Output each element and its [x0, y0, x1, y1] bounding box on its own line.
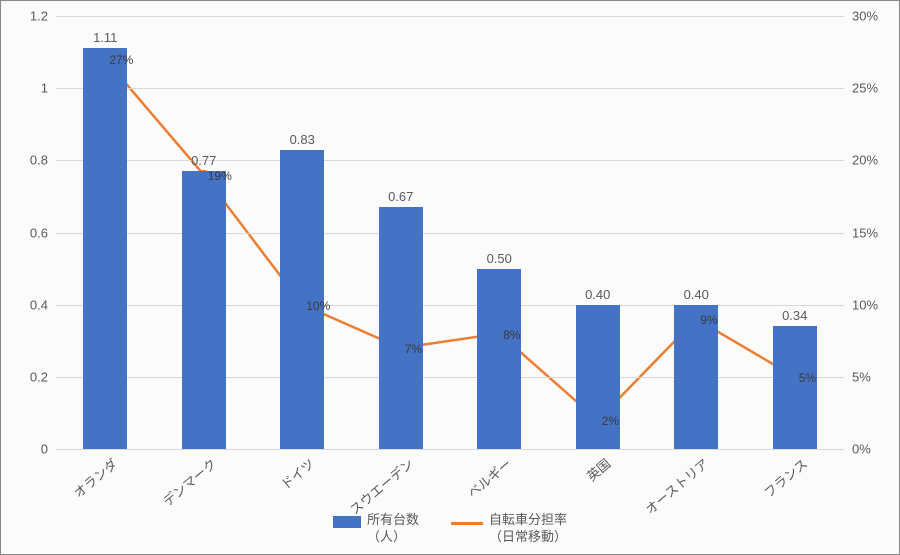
line-value-label: 7%	[405, 342, 422, 356]
x-axis-label: オランダ	[65, 449, 121, 502]
legend-item-line: 自転車分担率 （日常移動）	[451, 512, 567, 546]
legend-swatch-line	[451, 522, 483, 525]
bar-value-label: 0.40	[674, 287, 718, 302]
bar-value-label: 0.67	[379, 189, 423, 204]
x-axis-label: オーストリア	[637, 449, 712, 518]
ytick-left: 0.2	[30, 369, 56, 384]
line-value-label: 27%	[109, 53, 133, 67]
ytick-right: 25%	[844, 81, 878, 96]
legend-sublabel-line: （日常移動）	[489, 529, 567, 546]
bar-value-label: 0.34	[773, 308, 817, 323]
ytick-right: 20%	[844, 153, 878, 168]
bar: 0.77	[182, 171, 226, 449]
ytick-right: 10%	[844, 297, 878, 312]
ytick-left: 0.4	[30, 297, 56, 312]
bar: 0.50	[477, 269, 521, 449]
chart-container: 0 0.2 0.4 0.6 0.8 1 1.2 0% 5% 10% 15% 20% 25% 30% 1.11…	[0, 0, 900, 555]
bar-value-label: 0.83	[280, 132, 324, 147]
bar-value-label: 0.77	[182, 153, 226, 168]
x-axis-label: フランス	[755, 449, 811, 501]
line-value-label: 10%	[306, 299, 330, 313]
bar: 1.11	[83, 48, 127, 449]
legend-item-bars: 所有台数 （人）	[333, 512, 419, 546]
ytick-left: 1.2	[30, 9, 56, 24]
bar-value-label: 0.50	[477, 251, 521, 266]
x-axis-label: デンマーク	[154, 449, 220, 510]
ytick-right: 30%	[844, 9, 878, 24]
gridline	[56, 377, 844, 378]
legend-label-line: 自転車分担率	[489, 512, 567, 529]
gridline	[56, 449, 844, 450]
line-value-label: 9%	[700, 313, 717, 327]
line-value-label: 2%	[602, 414, 619, 428]
legend-label-bars: 所有台数	[367, 512, 419, 529]
legend-swatch-bar	[333, 516, 361, 528]
ytick-left: 0.6	[30, 225, 56, 240]
line-value-label: 5%	[799, 371, 816, 385]
legend: 所有台数 （人） 自転車分担率 （日常移動）	[1, 512, 899, 546]
gridline	[56, 233, 844, 234]
x-axis-label: スウエーデン	[341, 449, 417, 518]
bar-value-label: 0.40	[576, 287, 620, 302]
x-axis-label: 英国	[578, 449, 614, 485]
gridline	[56, 16, 844, 17]
gridline	[56, 160, 844, 161]
ytick-right: 0%	[844, 442, 871, 457]
bar: 0.34	[773, 326, 817, 449]
x-axis-label: ベルギー	[459, 449, 515, 502]
ytick-right: 15%	[844, 225, 878, 240]
gridline	[56, 88, 844, 89]
line-value-label: 8%	[503, 328, 520, 342]
ytick-left: 0	[41, 442, 56, 457]
line-value-label: 19%	[208, 169, 232, 183]
plot-area: 00.20.40.60.811.20%5%10%15%20%25%30%1.11…	[56, 16, 844, 449]
ytick-left: 0.8	[30, 153, 56, 168]
ytick-right: 5%	[844, 369, 871, 384]
gridline	[56, 305, 844, 306]
x-axis-label: ドイツ	[272, 449, 318, 493]
ytick-left: 1	[41, 81, 56, 96]
bar-value-label: 1.11	[83, 30, 127, 45]
legend-sublabel-bars: （人）	[367, 529, 419, 546]
bar: 0.67	[379, 207, 423, 449]
